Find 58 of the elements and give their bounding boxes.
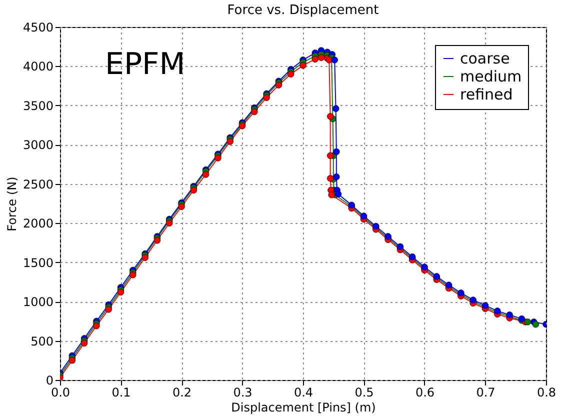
- point: [190, 186, 198, 194]
- point: [263, 94, 270, 101]
- point: [68, 357, 76, 364]
- point: [202, 171, 210, 178]
- y-tick-label: 1000: [22, 295, 54, 310]
- point: [532, 320, 540, 328]
- point: [333, 173, 340, 180]
- legend-label: medium: [460, 68, 522, 86]
- y-tick-label: 3000: [22, 138, 54, 152]
- x-tick-label: 0.8: [536, 386, 556, 400]
- legend-label: coarse: [460, 50, 510, 68]
- point: [80, 340, 88, 346]
- x-tick-label: 0.5: [354, 386, 374, 400]
- x-tick-label: 0.6: [415, 386, 435, 400]
- point: [318, 54, 325, 61]
- y-tick-label: 2500: [22, 177, 54, 192]
- point: [334, 190, 342, 198]
- point: [312, 56, 319, 63]
- point: [214, 154, 222, 162]
- point: [142, 254, 148, 261]
- point: [93, 322, 100, 330]
- point: [130, 272, 136, 278]
- x-tick-label: 0.7: [476, 386, 496, 400]
- legend-label: refined: [460, 86, 513, 104]
- y-tick-label: 4000: [22, 60, 54, 74]
- x-tick-label: 0.1: [112, 386, 131, 400]
- x-tick-label: 0.2: [172, 386, 192, 400]
- point: [326, 175, 334, 182]
- y-axis-title: Force (N): [4, 176, 19, 232]
- point: [333, 148, 340, 156]
- point: [251, 108, 258, 116]
- point: [154, 237, 161, 244]
- point: [226, 138, 234, 145]
- point: [117, 288, 124, 296]
- y-tick-label: 500: [30, 334, 54, 348]
- x-axis-title: Displacement [Pins] (m): [231, 400, 376, 414]
- point: [300, 62, 306, 69]
- point: [332, 105, 340, 112]
- point: [328, 192, 335, 198]
- point: [178, 203, 185, 210]
- point: [524, 318, 532, 326]
- x-tick-label: 0.0: [50, 386, 70, 400]
- point: [105, 306, 112, 313]
- y-tick-label: 1500: [22, 256, 54, 270]
- x-tick-label: 0.4: [294, 386, 314, 400]
- chart-title: Force vs. Displacement: [227, 3, 379, 18]
- point: [331, 56, 338, 64]
- point: [326, 152, 334, 160]
- x-tick-label: 0.3: [233, 386, 252, 400]
- y-tick-label: 3500: [22, 98, 54, 113]
- point: [166, 220, 173, 226]
- y-tick-label: 0: [46, 374, 54, 388]
- point: [275, 82, 282, 88]
- point: [287, 70, 294, 78]
- y-tick-label: 4500: [22, 20, 54, 34]
- annotation: EPFM: [105, 47, 186, 82]
- y-tick-label: 2000: [22, 216, 54, 231]
- point: [326, 113, 334, 120]
